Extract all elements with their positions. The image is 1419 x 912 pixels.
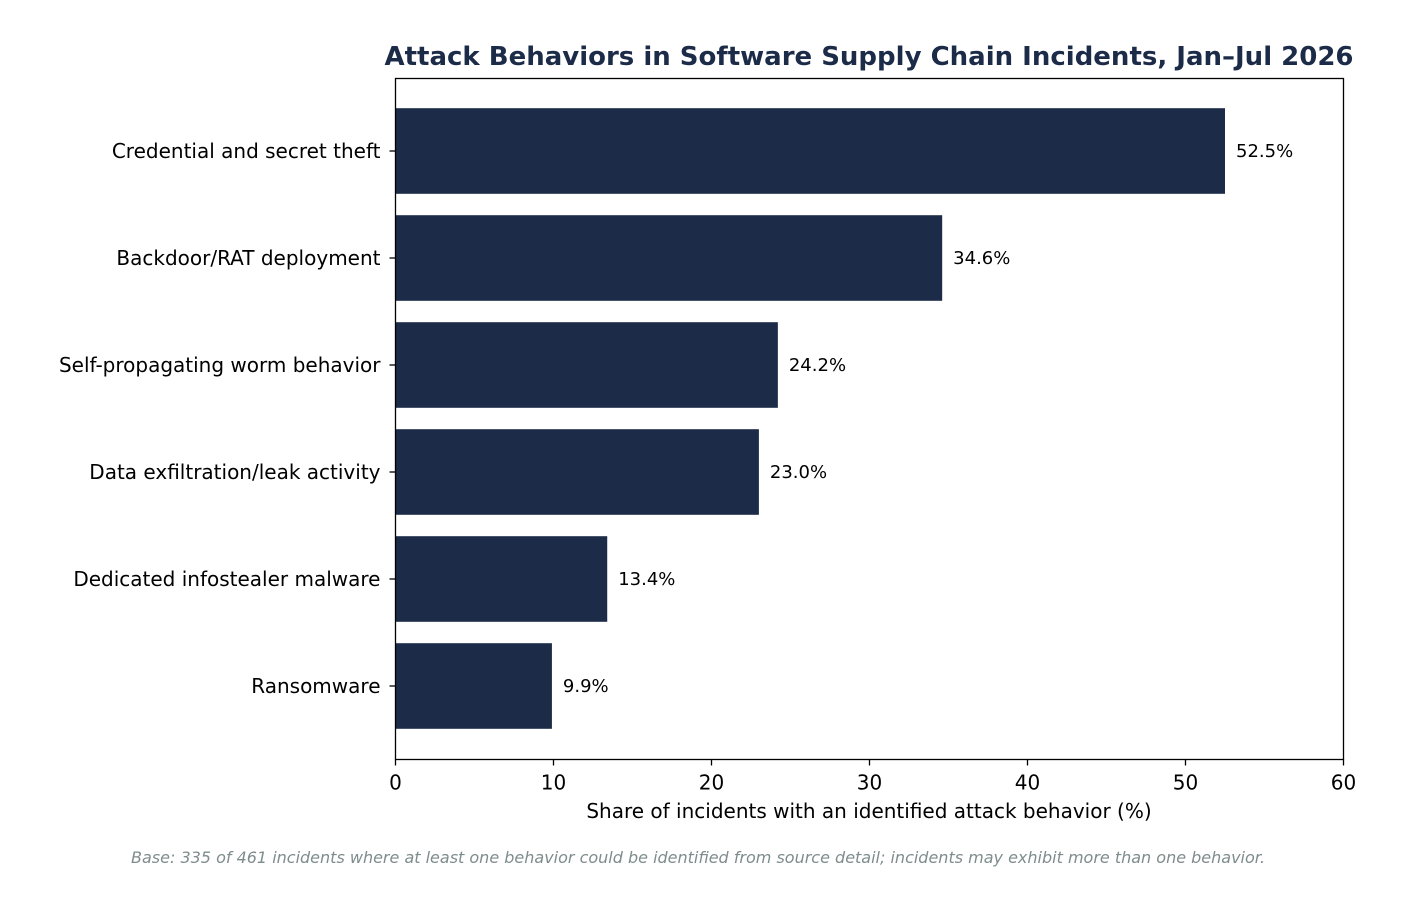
value-label: 24.2% [789, 355, 846, 376]
category-label: Ransomware [251, 674, 380, 698]
category-labels: Credential and secret theft Backdoor/RAT … [59, 139, 396, 698]
value-label: 52.5% [1236, 141, 1293, 162]
bar [395, 643, 552, 729]
value-label: 13.4% [618, 569, 675, 590]
plot-frame [394, 77, 1345, 761]
bar [395, 536, 608, 622]
x-tick-label: 50 [1173, 771, 1198, 795]
category-label: Credential and secret theft [112, 139, 381, 163]
value-label: 23.0% [770, 462, 827, 483]
x-tick-label: 10 [541, 771, 566, 795]
value-labels: 52.5% 34.6% 24.2% 23.0% 13.4% 9.9% [563, 141, 1293, 697]
footnote: Base: 335 of 461 incidents where at leas… [131, 848, 1265, 867]
category-label: Self-propagating worm behavior [59, 353, 381, 377]
value-label: 34.6% [953, 248, 1010, 269]
bar [395, 322, 778, 408]
category-label: Dedicated infostealer malware [73, 567, 380, 591]
x-tick-label: 40 [1015, 771, 1040, 795]
bars-layer [395, 108, 1225, 729]
x-tick-label: 0 [389, 771, 402, 795]
x-axis-label: Share of incidents with an identified at… [586, 799, 1151, 823]
bar [395, 429, 759, 515]
bar [395, 108, 1225, 194]
category-label: Backdoor/RAT deployment [116, 246, 380, 270]
x-tick-label: 60 [1331, 771, 1356, 795]
x-axis-ticks: 0 10 20 30 40 50 60 [389, 759, 1356, 795]
category-label: Data exfiltration/leak activity [89, 460, 380, 484]
x-tick-label: 30 [857, 771, 882, 795]
chart-title: Attack Behaviors in Software Supply Chai… [384, 42, 1353, 72]
bar [395, 215, 943, 301]
x-tick-label: 20 [699, 771, 724, 795]
value-label: 9.9% [563, 676, 609, 697]
